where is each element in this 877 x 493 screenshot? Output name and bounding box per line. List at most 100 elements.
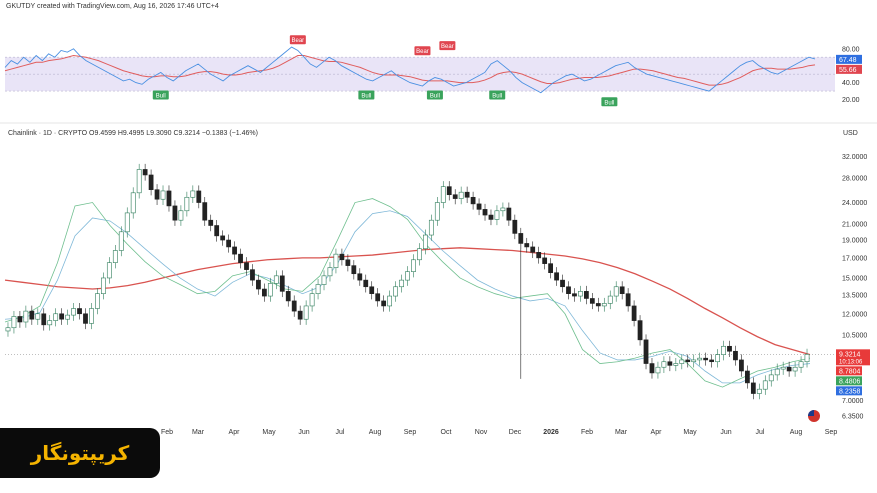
candle-body bbox=[572, 293, 577, 297]
oscillator-last-value: 67.48 bbox=[839, 57, 857, 64]
candle-body bbox=[530, 246, 536, 253]
candle-body bbox=[375, 293, 381, 302]
price-y-axis: 32.0000 28.0000 24.0000 21.0000 19.0000 17.00… bbox=[836, 154, 870, 420]
candle-body bbox=[446, 186, 452, 196]
candle-body bbox=[440, 186, 446, 203]
price-label-value: 9.3214 bbox=[839, 351, 861, 358]
candle-body bbox=[542, 257, 548, 264]
candle-body bbox=[739, 359, 744, 372]
candle-body bbox=[786, 366, 792, 372]
candle-body bbox=[53, 313, 59, 321]
x-tick-label: Apr bbox=[651, 429, 663, 436]
oscillator-last-value-box bbox=[836, 54, 862, 64]
x-tick-label: Oct bbox=[441, 429, 452, 436]
candle-body bbox=[595, 303, 601, 307]
candle-body bbox=[512, 219, 518, 234]
candle-body bbox=[470, 196, 476, 205]
candle-body bbox=[655, 366, 661, 374]
price-tick-label: 21.0000 bbox=[842, 221, 867, 228]
candle-body bbox=[83, 313, 88, 324]
candle-body bbox=[351, 265, 357, 275]
oscillator-line bbox=[4, 46, 816, 94]
us-flag-icon[interactable] bbox=[808, 410, 820, 422]
candle-body bbox=[661, 361, 667, 368]
candle-body bbox=[303, 305, 309, 320]
candle-body bbox=[238, 253, 243, 263]
candle-body bbox=[202, 202, 208, 221]
price-tick-label: 15.0000 bbox=[842, 275, 867, 282]
candle-body bbox=[250, 269, 255, 281]
price-label-box bbox=[836, 386, 862, 396]
price-tick-label: 19.0000 bbox=[842, 238, 867, 245]
candle-body bbox=[631, 305, 637, 321]
candle-body bbox=[721, 345, 726, 355]
candle-body bbox=[506, 207, 512, 221]
candle-body bbox=[196, 190, 202, 203]
candle-body bbox=[256, 279, 261, 290]
candle-body bbox=[65, 314, 70, 320]
logo-text: کریپتونگار bbox=[30, 441, 130, 465]
signal-tag-bear bbox=[439, 41, 456, 51]
candle-body bbox=[77, 308, 82, 315]
currency-label[interactable]: USD bbox=[843, 130, 858, 137]
candle-body bbox=[5, 327, 11, 332]
candle-body bbox=[524, 243, 530, 248]
x-tick-label: 2026 bbox=[543, 429, 559, 436]
candle-body bbox=[363, 279, 369, 288]
candle-body bbox=[208, 219, 214, 226]
candle-body bbox=[584, 291, 589, 299]
candle-body bbox=[327, 267, 333, 277]
candle-body bbox=[399, 279, 404, 288]
signal-tag-bull bbox=[489, 90, 506, 100]
price-tick-label: 7.0000 bbox=[842, 398, 864, 405]
candle-body bbox=[768, 374, 774, 382]
candle-body bbox=[220, 235, 226, 241]
x-tick-label: Feb bbox=[581, 429, 593, 436]
candle-body bbox=[780, 366, 786, 370]
signal-tag-bear bbox=[289, 35, 306, 45]
x-tick-label: Nov bbox=[475, 429, 488, 436]
candle-body bbox=[703, 357, 709, 361]
candle-body bbox=[357, 273, 363, 281]
oscillator-y-axis: 80.00 40.00 20.00 67.48 55.66 bbox=[836, 46, 862, 104]
x-tick-label: Dec bbox=[509, 429, 522, 436]
candle-body bbox=[637, 320, 643, 341]
candle-body bbox=[548, 263, 553, 274]
x-tick-label: Mar bbox=[615, 429, 628, 436]
x-tick-label: Sep bbox=[404, 429, 417, 436]
candle-body bbox=[750, 382, 756, 394]
price-label-value: 8.7804 bbox=[839, 368, 861, 375]
candle-body bbox=[673, 363, 679, 366]
candle-body bbox=[476, 203, 482, 210]
candle-body bbox=[291, 300, 297, 312]
candle-body bbox=[226, 239, 231, 248]
signal-label: Bear bbox=[292, 38, 305, 44]
candle-body bbox=[345, 259, 351, 266]
candle-body bbox=[745, 370, 750, 384]
candle-body bbox=[106, 262, 112, 279]
x-tick-label: Jul bbox=[756, 429, 765, 436]
price-tick-label: 32.0000 bbox=[842, 154, 867, 161]
candle-body bbox=[101, 277, 106, 294]
symbol-legend[interactable]: Chainlink · 1D · CRYPTO O9.4599 H9.4995 … bbox=[8, 130, 258, 137]
candle-body bbox=[792, 366, 798, 372]
price-label-box bbox=[836, 349, 870, 366]
candle-body bbox=[488, 214, 494, 220]
candle-body bbox=[458, 191, 464, 199]
oscillator-ma-line bbox=[4, 55, 816, 86]
candle-body bbox=[589, 298, 595, 304]
candle-body bbox=[393, 286, 398, 297]
candle-body bbox=[297, 310, 303, 320]
candle-body bbox=[11, 316, 17, 329]
candle-body bbox=[333, 253, 339, 268]
signal-tag-bear bbox=[414, 46, 431, 56]
oscillator-last-value-box bbox=[836, 64, 862, 74]
candle-body bbox=[733, 350, 738, 361]
candle-body bbox=[697, 357, 703, 361]
signal-label: Bear bbox=[441, 44, 454, 50]
candle-body bbox=[148, 174, 154, 190]
candle-body bbox=[178, 210, 184, 221]
candle-body bbox=[691, 359, 697, 363]
candle-body bbox=[29, 310, 35, 320]
signal-label: Bull bbox=[492, 94, 502, 100]
